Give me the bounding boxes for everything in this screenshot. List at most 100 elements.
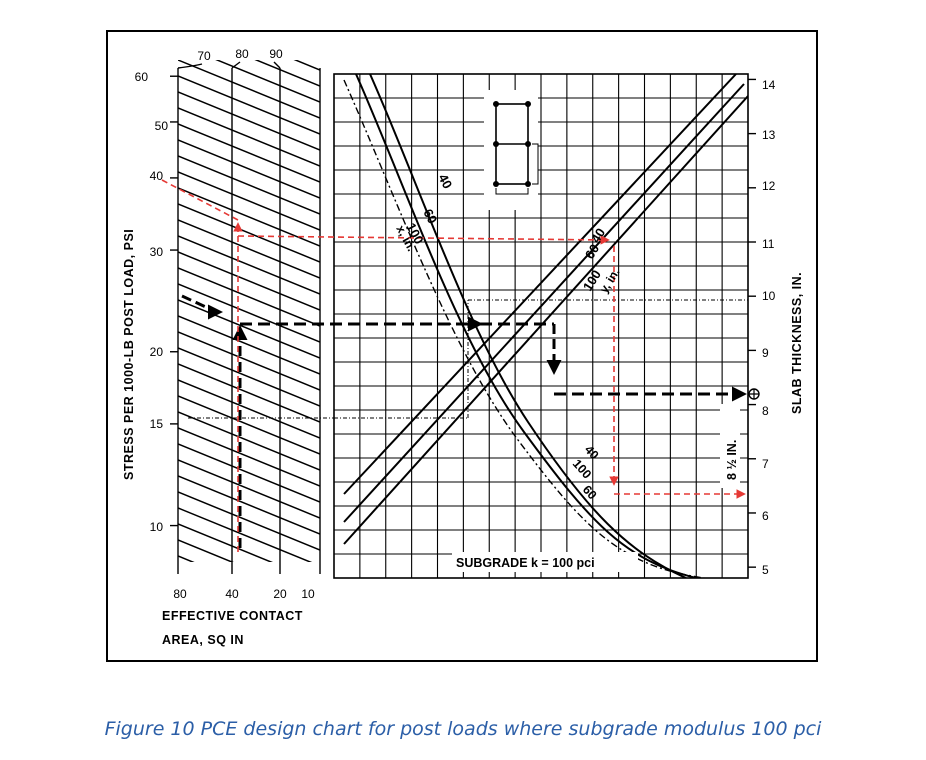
stress-diagonal-line <box>178 32 320 38</box>
left-y-tick: 30 <box>150 245 164 259</box>
left-bottom-tick: 20 <box>273 587 287 601</box>
y-family-label-60: 60 <box>582 241 602 261</box>
right-y-tick: 11 <box>762 237 775 251</box>
post-dot <box>493 141 499 147</box>
stress-diagonal-line <box>178 539 234 562</box>
y-line-40 <box>343 74 737 495</box>
stress-diagonal-line <box>178 251 320 311</box>
right-y-tick: 12 <box>762 179 776 193</box>
right-y-title: SLAB THICKNESS, IN. <box>790 272 804 414</box>
subgrade-label-box <box>452 552 638 572</box>
grid <box>170 32 756 579</box>
stress-diagonal-line <box>178 60 320 119</box>
stress-diagonal-line <box>178 379 320 439</box>
stress-diagonal-line <box>178 347 320 407</box>
stress-diagonal-line <box>178 555 195 562</box>
stress-diagonal-line <box>178 123 320 183</box>
stress-diagonal-line <box>178 491 320 551</box>
right-y-tick: 8 <box>762 404 769 418</box>
red-guide-horizontal <box>237 235 610 245</box>
stress-diagonal-line <box>178 187 320 247</box>
black-guide-entry <box>181 294 223 320</box>
left-x-title: AREA, SQ IN <box>162 633 244 647</box>
top-leader-80 <box>231 61 241 69</box>
red-guide-entry <box>161 179 239 221</box>
stress-diagonal-line <box>178 203 320 263</box>
example-guides <box>161 179 760 552</box>
chart-svg: 60 50 40 30 20 15 10 70 80 90 80 40 20 1… <box>122 32 804 647</box>
stress-diagonal-line <box>178 395 320 455</box>
x-family-label-40: 40 <box>435 171 455 191</box>
post-dot <box>493 101 499 107</box>
right-y-tick: 7 <box>762 457 769 471</box>
top-leader-90 <box>273 61 281 69</box>
subgrade-label: SUBGRADE k = 100 pci <box>456 556 595 570</box>
stress-diagonal-line <box>178 91 320 151</box>
left-y-tick: 40 <box>150 169 164 183</box>
chart-labels: 60 50 40 30 20 15 10 70 80 90 80 40 20 1… <box>122 47 804 647</box>
post-dot <box>525 101 531 107</box>
lower-family-label-60: 60 <box>580 483 600 503</box>
stress-diagonal-line <box>178 315 320 375</box>
stress-diagonal-line <box>178 267 320 327</box>
result-target-cross <box>749 389 759 399</box>
stress-diagonal-line <box>254 60 320 87</box>
result-label: 8 ½ IN. <box>725 440 739 480</box>
inset-y-bracket <box>532 143 539 185</box>
left-top-tick: 70 <box>197 49 211 63</box>
stress-diagonal-line <box>178 235 320 295</box>
left-y-tick: 15 <box>150 417 164 431</box>
left-top-tick: 90 <box>269 47 283 61</box>
y-line-100 <box>343 95 748 545</box>
stress-diagonal-line <box>178 443 320 503</box>
right-y-tick: 13 <box>762 128 776 142</box>
right-y-tick: 9 <box>762 346 769 360</box>
x-curve-60 <box>355 74 697 578</box>
stress-diagonal-line <box>178 459 320 519</box>
x-family-label-60: 60 <box>420 206 440 226</box>
y-line-60 <box>343 83 745 523</box>
left-y-tick: 20 <box>150 345 164 359</box>
stress-diagonal-line <box>178 427 320 487</box>
lower-family-label-40: 40 <box>582 443 602 463</box>
left-top-tick: 80 <box>235 47 249 61</box>
result-label-box <box>720 404 740 488</box>
stress-diagonal-line <box>215 60 320 103</box>
right-y-tick: 10 <box>762 289 776 303</box>
stress-diagonal-line <box>178 331 320 391</box>
stress-diagonal-line <box>178 411 320 471</box>
inset-x-bracket <box>495 188 529 195</box>
stress-diagonal-line <box>178 75 320 135</box>
left-panel-diagonals <box>178 32 320 562</box>
stress-diagonal-line <box>178 523 274 562</box>
left-bottom-tick: 80 <box>173 587 187 601</box>
design-chart: 60 50 40 30 20 15 10 70 80 90 80 40 20 1… <box>106 30 818 662</box>
stress-diagonal-line <box>178 155 320 215</box>
stress-diagonal-line <box>178 219 320 279</box>
stress-diagonal-line <box>178 139 320 199</box>
inset-background <box>484 90 538 210</box>
left-bottom-tick: 10 <box>301 587 315 601</box>
post-dot <box>493 181 499 187</box>
post-layout-inset <box>484 90 539 210</box>
stress-diagonal-line <box>293 60 320 71</box>
right-y-tick: 14 <box>762 78 776 92</box>
left-bottom-tick: 40 <box>225 587 239 601</box>
left-y-tick: 50 <box>155 119 169 133</box>
y-family-label-40: 40 <box>588 225 608 245</box>
stress-diagonal-line <box>178 475 320 535</box>
stress-diagonal-line <box>178 171 320 231</box>
stress-diagonal-line <box>178 507 313 562</box>
design-curves <box>343 74 748 578</box>
left-y-tick: 10 <box>150 520 164 534</box>
stress-diagonal-line <box>178 363 320 423</box>
stress-diagonal-line <box>178 299 320 359</box>
top-leader-70 <box>177 63 203 69</box>
right-y-tick: 6 <box>762 509 769 523</box>
curve-group <box>343 74 748 578</box>
right-y-tick: 5 <box>762 563 769 577</box>
post-dot <box>525 141 531 147</box>
stress-diagonal-line <box>178 283 320 343</box>
figure-caption: Figure 10 PCE design chart for post load… <box>104 718 822 740</box>
x-curve-40 <box>369 74 687 578</box>
